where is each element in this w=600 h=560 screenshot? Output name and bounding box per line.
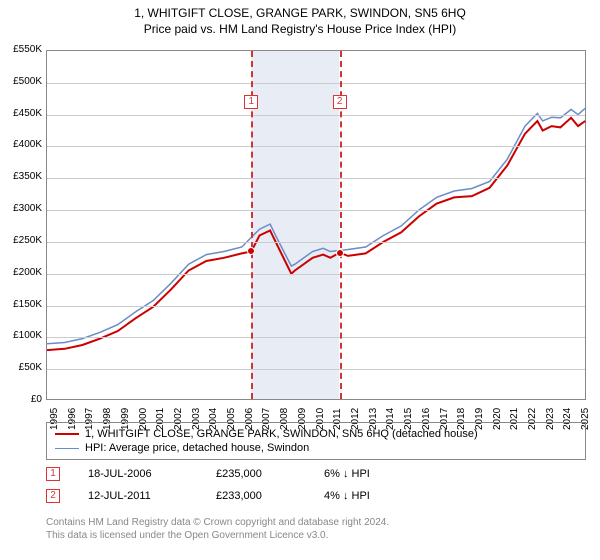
chart-container: 1, WHITGIFT CLOSE, GRANGE PARK, SWINDON,… bbox=[0, 0, 600, 560]
marker-label: 1 bbox=[244, 95, 258, 109]
gridline bbox=[47, 337, 585, 338]
y-tick-label: £450K bbox=[2, 108, 42, 119]
gridline bbox=[47, 306, 585, 307]
arrow-down-icon: ↓ bbox=[343, 468, 349, 480]
tx-date-2: 12-JUL-2011 bbox=[88, 490, 188, 502]
gridline bbox=[47, 146, 585, 147]
gridline bbox=[47, 274, 585, 275]
legend: 1, WHITGIFT CLOSE, GRANGE PARK, SWINDON,… bbox=[46, 422, 586, 460]
tx-price-1: £235,000 bbox=[216, 468, 296, 480]
tx-price-2: £233,000 bbox=[216, 490, 296, 502]
line-svg bbox=[47, 51, 587, 401]
marker-label: 2 bbox=[333, 95, 347, 109]
gridline bbox=[47, 115, 585, 116]
series-line-hpi bbox=[47, 108, 585, 343]
arrow-down-icon: ↓ bbox=[343, 490, 349, 502]
gridline bbox=[47, 369, 585, 370]
tx-marker-1: 1 bbox=[46, 467, 60, 481]
footer-attribution: Contains HM Land Registry data © Crown c… bbox=[46, 516, 586, 542]
transactions-table: 1 18-JUL-2006 £235,000 6% ↓ HPI 2 12-JUL… bbox=[46, 463, 586, 507]
chart-subtitle: Price paid vs. HM Land Registry's House … bbox=[0, 20, 600, 36]
plot-area: 12 bbox=[46, 50, 586, 400]
y-tick-label: £400K bbox=[2, 139, 42, 150]
legend-swatch-hpi bbox=[55, 448, 79, 449]
tx-date-1: 18-JUL-2006 bbox=[88, 468, 188, 480]
y-tick-label: £0 bbox=[2, 394, 42, 405]
legend-label-property: 1, WHITGIFT CLOSE, GRANGE PARK, SWINDON,… bbox=[85, 428, 478, 440]
legend-item-property: 1, WHITGIFT CLOSE, GRANGE PARK, SWINDON,… bbox=[55, 427, 577, 441]
marker-dot bbox=[336, 249, 344, 257]
table-row: 2 12-JUL-2011 £233,000 4% ↓ HPI bbox=[46, 485, 586, 507]
y-tick-label: £300K bbox=[2, 203, 42, 214]
legend-swatch-property bbox=[55, 433, 79, 435]
y-tick-label: £350K bbox=[2, 171, 42, 182]
y-tick-label: £250K bbox=[2, 235, 42, 246]
gridline bbox=[47, 83, 585, 84]
y-tick-label: £100K bbox=[2, 330, 42, 341]
gridline bbox=[47, 242, 585, 243]
legend-item-hpi: HPI: Average price, detached house, Swin… bbox=[55, 441, 577, 455]
y-tick-label: £200K bbox=[2, 267, 42, 278]
tx-diff-2: 4% ↓ HPI bbox=[324, 490, 370, 502]
y-tick-label: £50K bbox=[2, 362, 42, 373]
chart-title: 1, WHITGIFT CLOSE, GRANGE PARK, SWINDON,… bbox=[0, 0, 600, 20]
gridline bbox=[47, 178, 585, 179]
footer-line2: This data is licensed under the Open Gov… bbox=[46, 529, 586, 542]
footer-line1: Contains HM Land Registry data © Crown c… bbox=[46, 516, 586, 529]
series-line-property bbox=[47, 118, 585, 350]
table-row: 1 18-JUL-2006 £235,000 6% ↓ HPI bbox=[46, 463, 586, 485]
y-tick-label: £550K bbox=[2, 44, 42, 55]
tx-diff-1: 6% ↓ HPI bbox=[324, 468, 370, 480]
tx-marker-2: 2 bbox=[46, 489, 60, 503]
gridline bbox=[47, 210, 585, 211]
y-tick-label: £500K bbox=[2, 76, 42, 87]
y-tick-label: £150K bbox=[2, 299, 42, 310]
legend-label-hpi: HPI: Average price, detached house, Swin… bbox=[85, 442, 309, 454]
